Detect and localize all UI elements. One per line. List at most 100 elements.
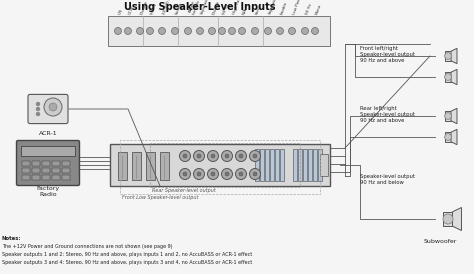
Text: The +12V Power and Ground connections are not shown (see page 9): The +12V Power and Ground connections ar… (2, 244, 173, 249)
Bar (146, 152, 155, 180)
Bar (22, 161, 30, 166)
Bar (52, 168, 60, 173)
Circle shape (146, 27, 154, 35)
Bar (22, 168, 30, 173)
Circle shape (239, 154, 243, 158)
Text: Stereo: Stereo (175, 1, 183, 15)
Text: ACR-1: ACR-1 (39, 131, 57, 136)
Bar (42, 161, 50, 166)
Text: ON: ON (118, 8, 124, 15)
Polygon shape (451, 48, 457, 64)
Text: Stereo: Stereo (255, 1, 264, 15)
Text: Speaker-level output: Speaker-level output (360, 112, 415, 117)
Text: Enable: Enable (280, 1, 289, 15)
Text: N/A: N/A (242, 7, 248, 15)
Circle shape (301, 27, 309, 35)
Bar (32, 175, 40, 180)
Bar (445, 72, 451, 82)
Bar (270, 149, 274, 181)
Circle shape (193, 150, 204, 161)
Circle shape (236, 169, 246, 179)
Bar (32, 161, 40, 166)
Circle shape (197, 154, 201, 158)
Circle shape (193, 169, 204, 179)
Bar (280, 149, 284, 181)
Circle shape (239, 172, 243, 176)
Bar (62, 161, 70, 166)
Circle shape (253, 172, 257, 176)
Circle shape (36, 102, 39, 105)
Circle shape (253, 154, 257, 158)
Bar (320, 154, 328, 176)
Circle shape (183, 172, 187, 176)
Text: Separate: Separate (200, 0, 210, 15)
Text: Using Speaker-Level Inputs: Using Speaker-Level Inputs (124, 2, 276, 12)
Circle shape (445, 134, 451, 140)
Circle shape (221, 150, 233, 161)
Circle shape (228, 27, 236, 35)
Bar (132, 152, 141, 180)
Bar (118, 152, 127, 180)
Circle shape (276, 27, 283, 35)
Text: Subwoofer: Subwoofer (423, 239, 456, 244)
Circle shape (197, 27, 203, 35)
Circle shape (36, 107, 39, 110)
Circle shape (180, 150, 191, 161)
Text: High Pass: High Pass (232, 0, 243, 15)
Bar (108, 16, 330, 46)
Circle shape (172, 27, 179, 35)
Polygon shape (451, 69, 457, 85)
Text: Rear Speaker-level output: Rear Speaker-level output (152, 188, 216, 193)
Text: Speaker outputs 3 and 4: Stereo, 90 Hz and above, plays inputs 3 and 4, no AccuB: Speaker outputs 3 and 4: Stereo, 90 Hz a… (2, 260, 252, 265)
Text: 90 Hz: 90 Hz (150, 3, 158, 15)
Polygon shape (453, 207, 462, 230)
Bar (445, 111, 451, 121)
Text: Mono: Mono (315, 3, 323, 15)
Text: Front left/right: Front left/right (360, 46, 398, 51)
Text: Speaker outputs 1 and 2: Stereo, 90 Hz and above, plays inputs 1 and 2, no AccuB: Speaker outputs 1 and 2: Stereo, 90 Hz a… (2, 252, 252, 257)
Circle shape (125, 27, 131, 35)
Circle shape (211, 154, 215, 158)
Bar (22, 175, 30, 180)
Text: 90 Hz: 90 Hz (222, 3, 230, 15)
Bar (42, 168, 50, 173)
Bar (265, 149, 269, 181)
Bar (52, 161, 60, 166)
Bar (445, 51, 451, 61)
Circle shape (158, 27, 165, 35)
Bar (293, 149, 297, 181)
Bar (62, 175, 70, 180)
Circle shape (197, 172, 201, 176)
Text: Adjust
for Sub: Adjust for Sub (188, 0, 201, 15)
Circle shape (225, 172, 229, 176)
Text: 90 Hz and above: 90 Hz and above (360, 118, 404, 123)
Bar (318, 149, 322, 181)
Text: Front Low Speaker-level output: Front Low Speaker-level output (122, 195, 199, 200)
Text: CCW: CCW (128, 4, 135, 15)
Circle shape (49, 103, 57, 111)
Circle shape (221, 169, 233, 179)
Bar (255, 149, 259, 181)
Text: Separate: Separate (268, 0, 278, 15)
Bar (298, 149, 302, 181)
Bar (444, 212, 453, 226)
Text: 90 Hz: 90 Hz (305, 3, 313, 15)
Bar (308, 149, 312, 181)
FancyBboxPatch shape (28, 95, 68, 124)
Circle shape (225, 154, 229, 158)
Text: 90 Hz and below: 90 Hz and below (360, 180, 404, 185)
Circle shape (238, 27, 246, 35)
Circle shape (249, 169, 261, 179)
Bar (110, 144, 330, 186)
Circle shape (289, 27, 295, 35)
Circle shape (264, 27, 272, 35)
Polygon shape (451, 129, 457, 145)
FancyBboxPatch shape (17, 141, 80, 185)
Text: 90 Hz and above: 90 Hz and above (360, 58, 404, 63)
Circle shape (252, 27, 258, 35)
Circle shape (443, 214, 453, 224)
Bar (445, 132, 451, 142)
Text: Speaker-level output: Speaker-level output (360, 52, 415, 57)
Circle shape (219, 27, 226, 35)
Circle shape (208, 169, 219, 179)
